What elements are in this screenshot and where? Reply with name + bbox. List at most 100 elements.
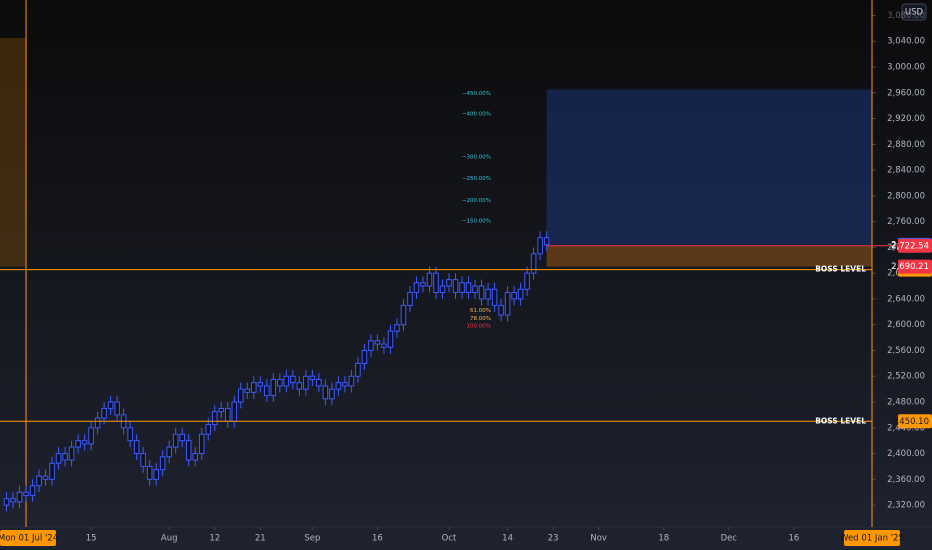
candle-body (465, 282, 472, 293)
candle-body (335, 382, 342, 390)
currency: USD (905, 8, 924, 18)
candle-body (153, 469, 159, 480)
candle-body (264, 385, 270, 397)
price-tag (898, 414, 932, 429)
candle-body (433, 272, 439, 293)
y-tick-label: 2,600.00 (887, 320, 925, 330)
y-tick-label: 2,520.00 (887, 372, 925, 382)
date-tag (844, 530, 900, 546)
price-tag-label: 2,690.21 (891, 262, 929, 272)
candle-body (303, 375, 309, 390)
candle-body (133, 440, 140, 455)
y-tick-label: 2,400.00 (887, 449, 925, 459)
candle-body (231, 401, 238, 422)
x-tick-label: 12 (209, 534, 220, 544)
candle-body (355, 362, 361, 377)
candle-body (504, 291, 511, 316)
candle-body (55, 453, 62, 464)
y-tick-label: 2,320.00 (887, 501, 925, 511)
candle-body (446, 279, 452, 287)
x-tick-label: 21 (255, 534, 266, 544)
candle-body (179, 433, 185, 442)
price-tag (898, 238, 932, 253)
fib-label: 78.00% (470, 316, 491, 322)
level-name: BOSS LEVEL (815, 265, 866, 274)
candle-body (101, 407, 107, 419)
candle-body (491, 288, 498, 306)
candle-body (296, 382, 303, 390)
candle-body (387, 330, 394, 348)
y-tick-label: 2,480.00 (887, 398, 925, 408)
fib-label: −400.00% (462, 112, 491, 118)
price-tag (898, 259, 932, 274)
price-tags: 2,685.582,450.102,723.912,722.542,690.21 (891, 237, 932, 429)
candle-body (251, 382, 257, 393)
candle-body (16, 491, 23, 503)
candle-body (270, 378, 277, 397)
candle-body (537, 237, 543, 255)
candle-body (218, 407, 225, 413)
candle-body (452, 279, 459, 293)
candle-body (374, 340, 381, 345)
candle-body (517, 288, 524, 300)
candle-body (277, 378, 283, 387)
x-tick-label: Sep (304, 534, 320, 544)
candle-body (29, 485, 36, 496)
candle-body (10, 498, 16, 503)
candle-body (309, 375, 316, 380)
y-tick-label: 3,080.00 (887, 11, 925, 21)
zone (546, 245, 872, 267)
x-tick-label: 15 (86, 534, 97, 544)
y-tick-label: 3,040.00 (887, 37, 925, 47)
candle-body (172, 433, 179, 448)
candle-body (127, 427, 133, 442)
currency-box[interactable] (901, 3, 927, 21)
candle-body (159, 456, 166, 471)
candle-body (185, 440, 192, 461)
candle-body (88, 427, 94, 445)
candle-body (485, 288, 491, 300)
candle-body (478, 285, 485, 300)
y-tick-label: 2,920.00 (887, 114, 925, 124)
candle-body (498, 304, 504, 316)
candle-body (146, 465, 153, 480)
y-tick-label: 2,800.00 (887, 191, 925, 201)
candle-body (36, 475, 42, 487)
candle-body (400, 304, 407, 326)
candle-body (81, 440, 88, 445)
price-tag-label: 2,450.10 (891, 417, 929, 427)
candle-body (348, 375, 355, 387)
candle-body (244, 388, 251, 393)
candle-body (107, 401, 114, 409)
y-tick-label: 2,440.00 (887, 423, 925, 433)
candle-body (3, 498, 10, 506)
candle-body (524, 272, 530, 290)
y-tick-label: 2,560.00 (887, 346, 925, 356)
candle-body (368, 340, 374, 351)
candle-body (381, 343, 387, 348)
candle-body (413, 282, 420, 293)
fib-label: −450.00% (462, 91, 491, 97)
fib-label: −300.00% (462, 155, 491, 161)
fib-label: 61.00% (470, 308, 491, 314)
candle-body (166, 446, 172, 458)
candle-body (322, 385, 329, 400)
candle-body (543, 237, 550, 246)
date-tag (0, 530, 56, 546)
level-name: BOSS LEVEL (815, 416, 866, 425)
x-tick-label: 16 (372, 534, 383, 544)
candle-body (420, 282, 426, 287)
candle-body (42, 475, 49, 480)
y-tick-label: 2,960.00 (887, 88, 925, 98)
y-tick-label: 2,360.00 (887, 475, 925, 485)
candle-body (211, 411, 218, 426)
fib-label: −150.00% (462, 218, 491, 224)
price-tag-label: 2,722.54 (891, 241, 929, 251)
zone (546, 89, 872, 245)
candle-body (23, 491, 29, 496)
candle-body (114, 401, 120, 416)
y-tick-label: 2,840.00 (887, 166, 925, 176)
x-tick-label: Nov (590, 534, 607, 544)
candle-body (224, 407, 231, 422)
